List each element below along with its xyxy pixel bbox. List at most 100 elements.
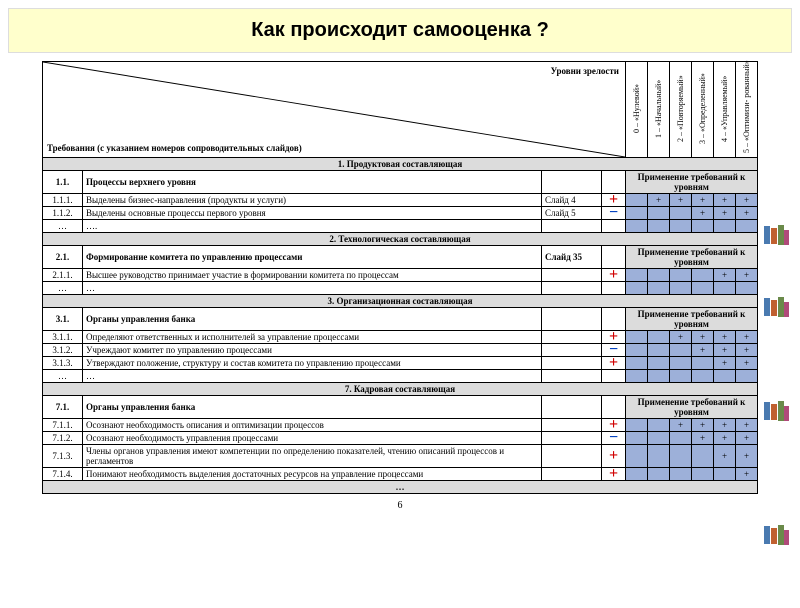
level-cell: [692, 370, 714, 383]
level-cell: [648, 331, 670, 344]
row-slide: [542, 432, 602, 445]
row-slide: Слайд 5: [542, 207, 602, 220]
section-title: 2. Технологическая составляющая: [43, 233, 758, 246]
level-cell: +: [736, 445, 758, 468]
mark-empty: [602, 282, 626, 295]
level-cell: [670, 220, 692, 233]
level-cell: +: [714, 357, 736, 370]
level-cell: [670, 432, 692, 445]
group-slide: [542, 171, 602, 194]
level-col-0: 0 – «Нулевой»: [626, 62, 648, 158]
level-cell: +: [714, 344, 736, 357]
trailing-ellipsis: …: [43, 481, 758, 494]
row-number: 7.1.4.: [43, 468, 83, 481]
row-number: …: [43, 370, 83, 383]
row-slide: [542, 344, 602, 357]
section-title: 1. Продуктовая составляющая: [43, 158, 758, 171]
title-bar: Как происходит самооценка ?: [8, 8, 792, 53]
level-cell: +: [648, 194, 670, 207]
table-row: 7.1.1.Осознают необходимость описания и …: [43, 419, 758, 432]
level-col-4: 4 – «Управляемый»: [714, 62, 736, 158]
level-col-5: 5 – «Оптимизи- рованный»: [736, 62, 758, 158]
level-cell: +: [736, 194, 758, 207]
minus-icon: −: [602, 432, 626, 445]
level-cell: [648, 432, 670, 445]
application-label: Применение требований к уровням: [626, 308, 758, 331]
section-title: 7. Кадровая составляющая: [43, 383, 758, 396]
plus-icon: +: [602, 357, 626, 370]
table-row: 7.1.2.Осознают необходимость управления …: [43, 432, 758, 445]
table-row: 3.1.1.Определяют ответственных и исполни…: [43, 331, 758, 344]
level-cell: +: [736, 207, 758, 220]
plus-icon: +: [602, 468, 626, 481]
level-cell: +: [736, 344, 758, 357]
level-cell: [692, 357, 714, 370]
row-slide: [542, 220, 602, 233]
table-row: 3.1.3.Утверждают положение, структуру и …: [43, 357, 758, 370]
level-cell: [626, 269, 648, 282]
row-slide: [542, 370, 602, 383]
level-cell: [692, 282, 714, 295]
level-col-3: 3 – «Определенный»: [692, 62, 714, 158]
level-cell: [692, 220, 714, 233]
minus-icon: −: [602, 207, 626, 220]
row-slide: Слайд 4: [542, 194, 602, 207]
level-cell: [626, 419, 648, 432]
level-cell: [670, 207, 692, 220]
level-cell: [736, 370, 758, 383]
level-cell: [626, 194, 648, 207]
level-cell: +: [736, 269, 758, 282]
plus-icon: +: [602, 269, 626, 282]
group-number: 1.1.: [43, 171, 83, 194]
level-cell: [626, 207, 648, 220]
level-cell: [648, 344, 670, 357]
row-text: Понимают необходимость выделения достато…: [83, 468, 542, 481]
level-cell: [670, 468, 692, 481]
level-cell: [648, 269, 670, 282]
level-cell: [714, 468, 736, 481]
level-cell: +: [714, 269, 736, 282]
table-row: 3.1.2.Учреждают комитет по управлению пр…: [43, 344, 758, 357]
level-col-1: 1 – «Начальный»: [648, 62, 670, 158]
row-number: 7.1.2.: [43, 432, 83, 445]
table-row: 7.1.3.Члены органов управления имеют ком…: [43, 445, 758, 468]
row-slide: [542, 357, 602, 370]
level-cell: +: [692, 331, 714, 344]
level-cell: [626, 468, 648, 481]
row-text: Осознают необходимость описания и оптими…: [83, 419, 542, 432]
row-slide: [542, 445, 602, 468]
level-cell: [626, 445, 648, 468]
level-cell: [692, 445, 714, 468]
level-cell: +: [736, 419, 758, 432]
table-row: 1.1.2.Выделены основные процессы первого…: [43, 207, 758, 220]
table-row: 2.1.1.Высшее руководство принимает участ…: [43, 269, 758, 282]
group-name: Органы управления банка: [83, 396, 542, 419]
level-cell: +: [692, 344, 714, 357]
level-cell: +: [714, 419, 736, 432]
level-cell: [692, 269, 714, 282]
level-cell: [648, 370, 670, 383]
level-cell: +: [714, 432, 736, 445]
row-text: Утверждают положение, структуру и состав…: [83, 357, 542, 370]
level-cell: +: [692, 194, 714, 207]
level-cell: +: [714, 207, 736, 220]
level-cell: [714, 282, 736, 295]
section-chip-icon: [762, 524, 790, 546]
level-cell: [648, 419, 670, 432]
row-number: 7.1.3.: [43, 445, 83, 468]
level-cell: [626, 331, 648, 344]
mark-empty: [602, 220, 626, 233]
row-text: Учреждают комитет по управлению процесса…: [83, 344, 542, 357]
level-cell: +: [692, 207, 714, 220]
level-cell: [670, 269, 692, 282]
level-cell: [626, 370, 648, 383]
level-cell: [670, 282, 692, 295]
level-cell: [648, 468, 670, 481]
level-cell: +: [714, 445, 736, 468]
group-slide: [542, 308, 602, 331]
table-container: Уровни зрелости Требования (с указанием …: [0, 61, 800, 494]
assessment-table: Уровни зрелости Требования (с указанием …: [42, 61, 758, 494]
group-number: 2.1.: [43, 246, 83, 269]
row-slide: [542, 269, 602, 282]
table-row: ……: [43, 282, 758, 295]
